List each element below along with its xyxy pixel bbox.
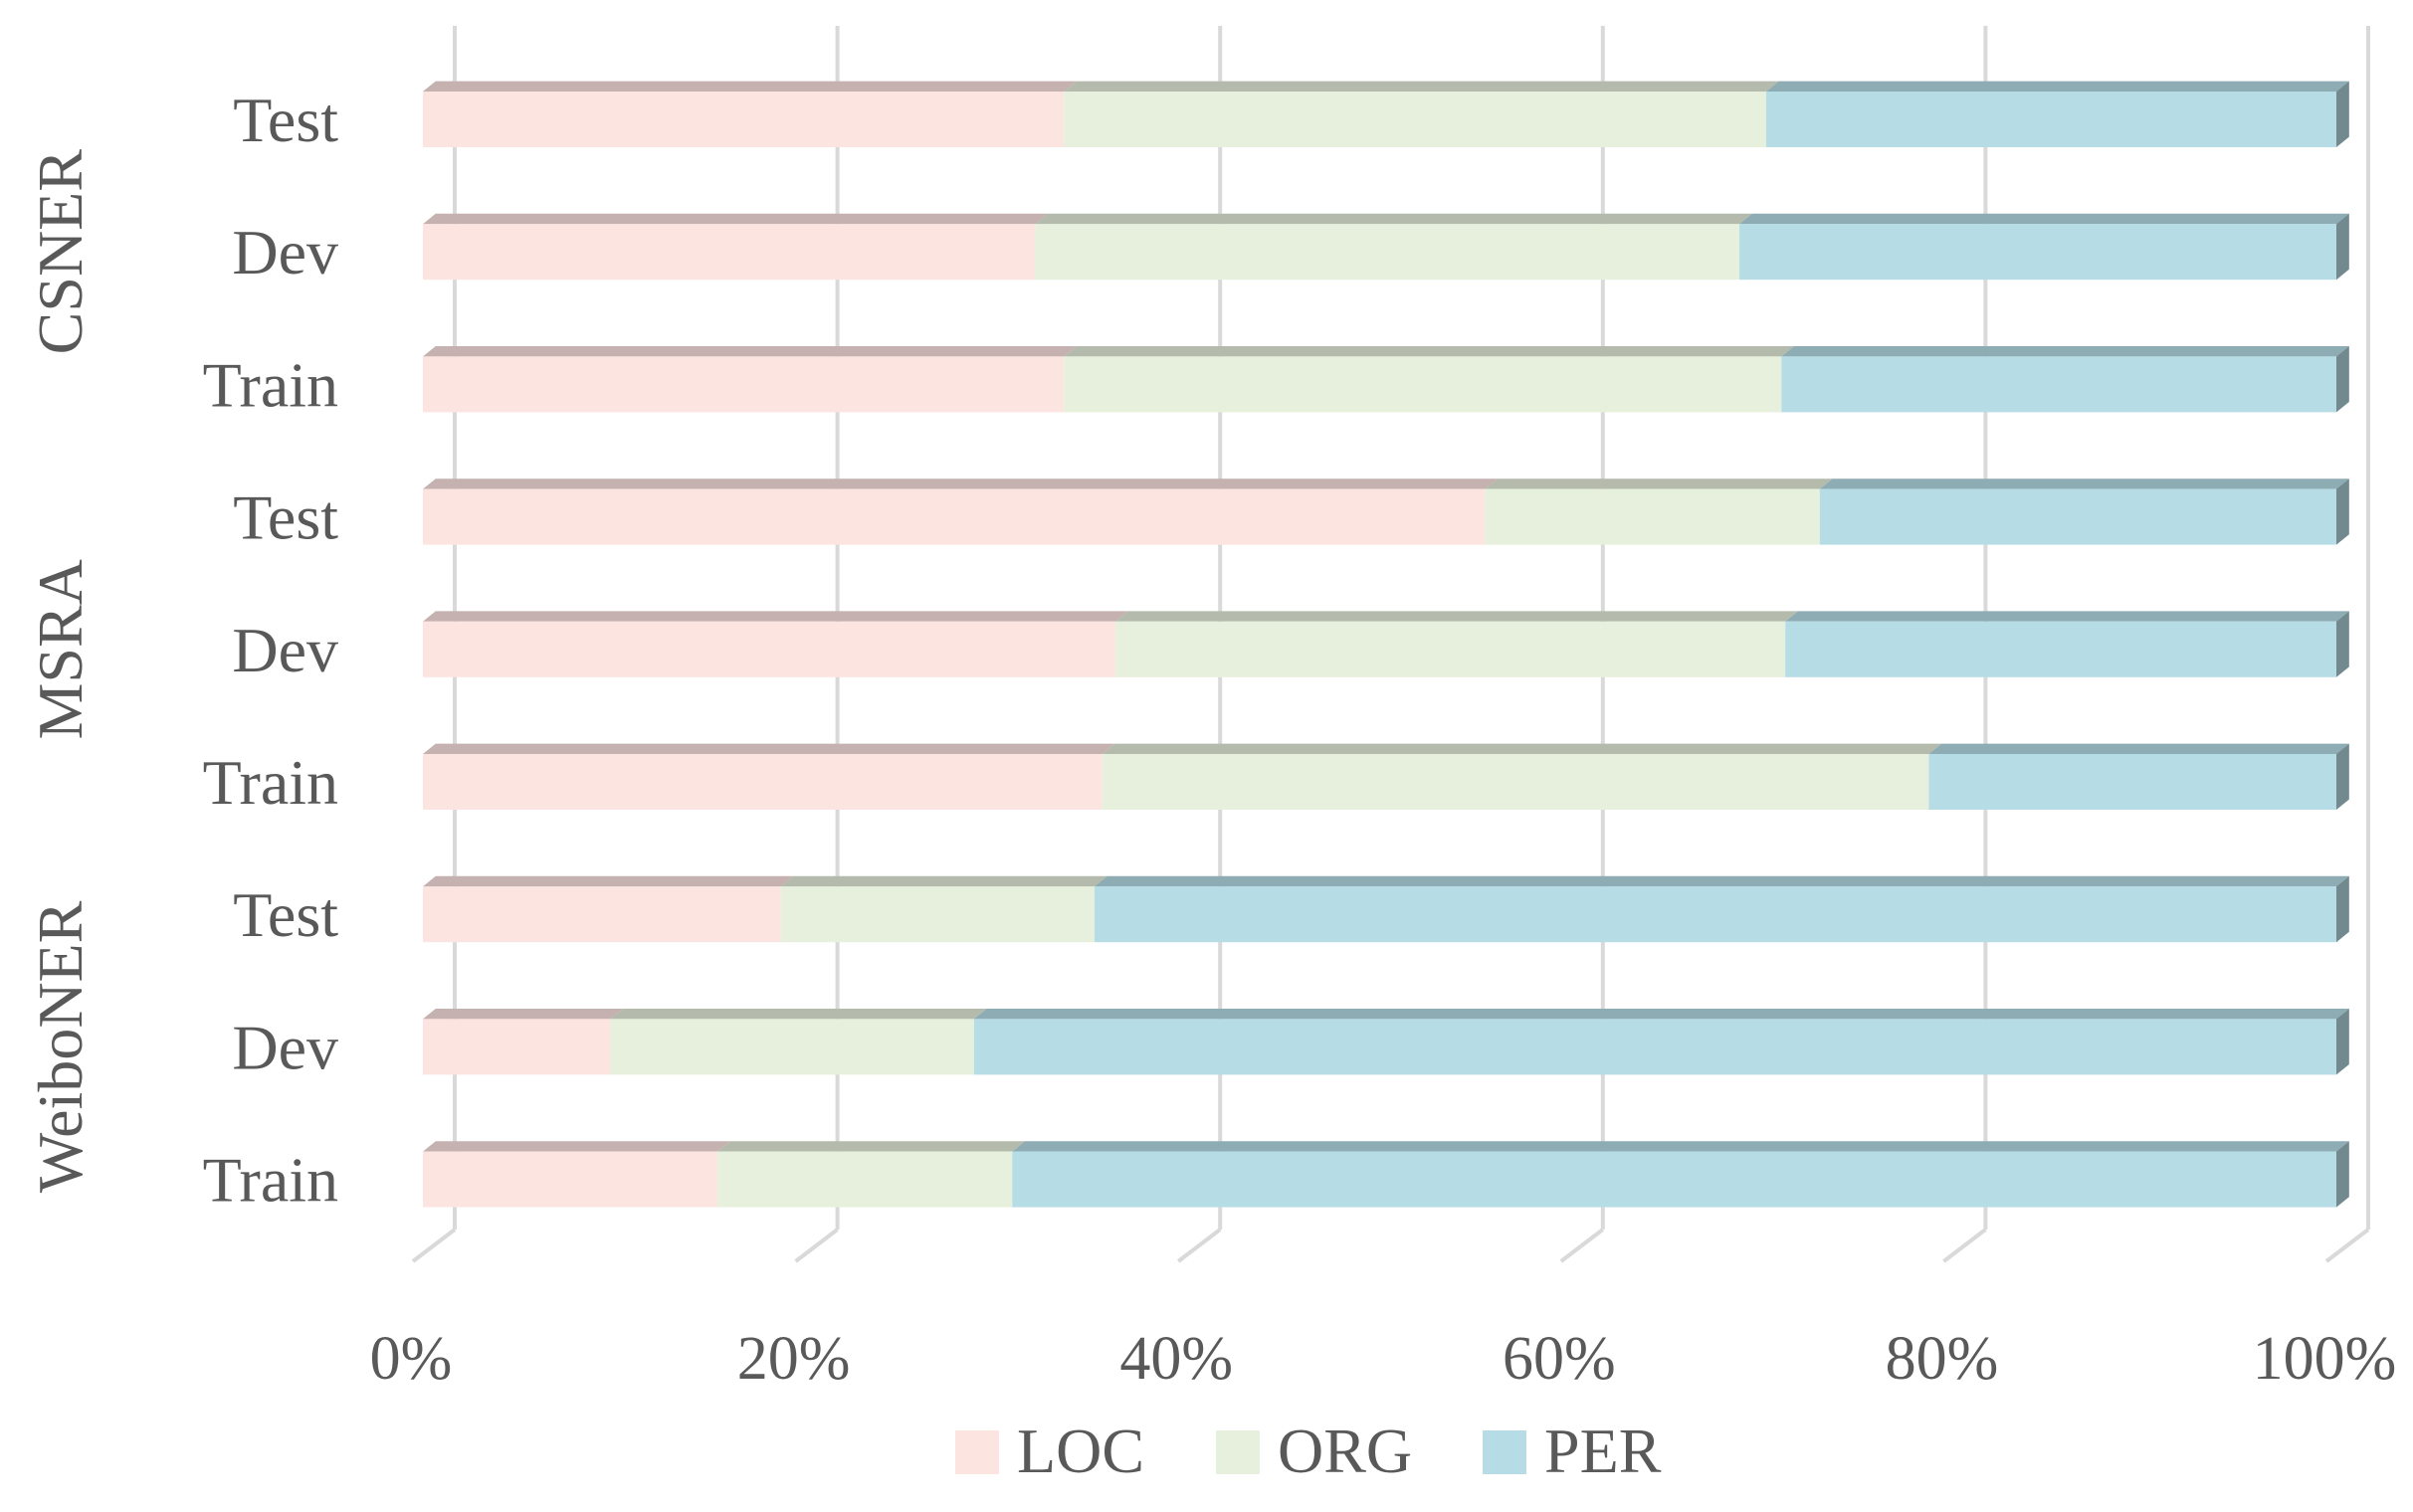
bar-top-loc (423, 81, 1078, 92)
bar-org (1035, 224, 1740, 281)
bar-top-per (1094, 875, 2349, 887)
gridline-floor (1176, 1228, 1222, 1263)
bar-per (1781, 356, 2336, 413)
group-label: WeiboNER (25, 900, 96, 1193)
bar-top-org (1485, 478, 1833, 489)
bar-top-org (1102, 743, 1942, 754)
bar-top-org (780, 875, 1107, 887)
bar-side-per (2336, 1009, 2349, 1075)
bar-per (1094, 886, 2336, 943)
category-label: Train (203, 1145, 338, 1216)
gridline-floor (1942, 1228, 1987, 1263)
bar-top-org (1064, 81, 1779, 92)
bar-org (1115, 621, 1786, 677)
bar-side-per (2336, 213, 2349, 281)
bar-top-org (717, 1141, 1026, 1152)
bar-org (1102, 754, 1929, 810)
bar-side-per (2336, 346, 2349, 413)
bar-top-loc (423, 1141, 730, 1152)
bar-org (717, 1151, 1013, 1208)
bar-top-org (1115, 611, 1798, 622)
bar-top-loc (423, 478, 1499, 489)
bar-per (1819, 488, 2336, 545)
legend-swatch-org (1216, 1430, 1260, 1474)
gridline-floor (411, 1228, 457, 1263)
bar-top-loc (423, 1009, 624, 1020)
legend-label-org: ORG (1278, 1416, 1412, 1486)
gridline-floor (794, 1228, 839, 1263)
bar-per (1765, 92, 2336, 147)
bar-top-per (1819, 478, 2349, 489)
bar-org (1485, 488, 1820, 545)
bar-side-per (2336, 81, 2349, 147)
bar-org (1064, 356, 1782, 413)
bar-side-per (2336, 743, 2349, 810)
category-label: Test (233, 482, 338, 553)
x-tick-label: 60% (1503, 1325, 1616, 1393)
bar-top-org (610, 1009, 987, 1020)
bar-loc (423, 488, 1486, 545)
bar-loc (423, 754, 1103, 810)
bar-side-per (2336, 875, 2349, 943)
bar-loc (423, 621, 1116, 677)
bar-loc (423, 1151, 718, 1208)
x-tick-label: 100% (2253, 1325, 2397, 1393)
bar-per (1785, 621, 2336, 677)
bar-loc (423, 886, 781, 943)
category-label: Dev (232, 217, 338, 287)
bar-top-per (1765, 81, 2349, 92)
bar-side-per (2336, 611, 2349, 677)
legend-label-per: PER (1544, 1416, 1662, 1486)
category-label: Dev (232, 1012, 338, 1082)
bar-side-per (2336, 1141, 2349, 1208)
bar-top-org (1035, 213, 1752, 225)
x-tick-label: 20% (737, 1325, 851, 1393)
bar-org (780, 886, 1095, 943)
bar-loc (423, 1019, 611, 1075)
bar-per (973, 1019, 2336, 1075)
bar-top-loc (423, 875, 794, 887)
bar-top-org (1064, 346, 1795, 357)
bar-per (1739, 224, 2336, 281)
bar-top-per (1739, 213, 2349, 225)
x-tick-label: 80% (1886, 1325, 1999, 1393)
category-label: Test (233, 85, 338, 155)
bar-org (610, 1019, 974, 1075)
category-label: Test (233, 879, 338, 950)
category-label: Dev (232, 615, 338, 685)
bar-loc (423, 224, 1036, 281)
bar-top-per (973, 1009, 2349, 1020)
bar-top-per (1781, 346, 2349, 357)
legend-swatch-per (1483, 1430, 1526, 1474)
gridline-floor (1559, 1228, 1605, 1263)
bar-top-per (1012, 1141, 2349, 1152)
bar-loc (423, 356, 1065, 413)
x-tick-label: 0% (370, 1325, 453, 1393)
category-label: Train (203, 349, 338, 420)
legend-label-loc: LOC (1017, 1416, 1144, 1486)
gridline-floor (2324, 1228, 2370, 1263)
group-label: CSNER (25, 149, 96, 355)
bar-top-per (1785, 611, 2349, 622)
bar-top-loc (423, 611, 1128, 622)
group-label: MSRA (25, 559, 96, 739)
bar-top-per (1928, 743, 2349, 754)
x-tick-label: 40% (1119, 1325, 1233, 1393)
bar-per (1928, 754, 2336, 810)
bar-top-loc (423, 213, 1049, 225)
bar-top-loc (423, 346, 1078, 357)
bar-per (1012, 1151, 2337, 1208)
bar-top-loc (423, 743, 1115, 754)
bar-loc (423, 92, 1065, 147)
category-label: Train (203, 747, 338, 818)
bar-side-per (2336, 478, 2349, 545)
bar-org (1064, 92, 1766, 147)
legend-swatch-loc (955, 1430, 999, 1474)
